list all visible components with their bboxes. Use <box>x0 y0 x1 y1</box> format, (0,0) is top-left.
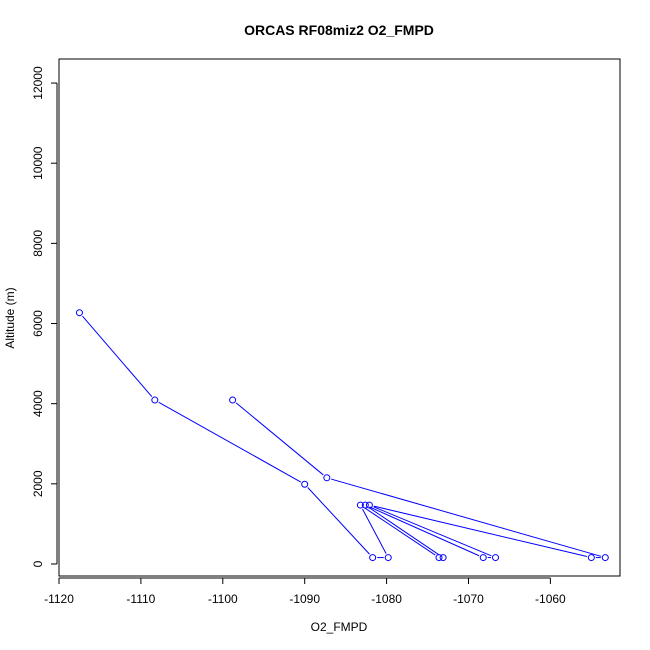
data-point <box>479 554 487 562</box>
data-point <box>587 554 595 562</box>
series-segment <box>158 401 302 483</box>
data-point <box>492 554 500 562</box>
data-point <box>151 396 159 404</box>
data-point <box>361 501 369 509</box>
data-point <box>229 396 237 404</box>
x-tick-label: -1110 <box>126 592 155 606</box>
x-axis-label: O2_FMPD <box>311 620 368 634</box>
series-segment <box>307 487 370 555</box>
series-segment <box>363 507 436 556</box>
y-tick-label: 12000 <box>31 66 45 100</box>
x-tick-label: -1060 <box>535 592 566 606</box>
y-tick-label: 6000 <box>31 310 45 337</box>
x-tick-label: -1080 <box>371 592 402 606</box>
data-point <box>365 501 373 509</box>
chart-title: ORCAS RF08miz2 O2_FMPD <box>244 22 434 38</box>
series-segment <box>368 507 440 556</box>
data-point <box>301 480 309 488</box>
x-axis: -1120 -1110 -1100 -1090 -1080 -1070 -1060 <box>44 577 566 606</box>
data-point <box>384 554 392 562</box>
data-point <box>75 309 83 317</box>
series-segment <box>330 478 602 557</box>
y-tick-label: 4000 <box>31 390 45 417</box>
x-tick-label: -1120 <box>44 592 74 606</box>
data-point <box>323 474 331 482</box>
y-tick-label: 8000 <box>31 230 45 257</box>
data-point <box>439 554 447 562</box>
series-segment <box>373 506 492 557</box>
series-segment <box>369 506 480 557</box>
y-tick-label: 0 <box>31 560 45 567</box>
y-tick-label: 10000 <box>31 146 45 180</box>
series-segment <box>82 315 153 397</box>
x-tick-label: -1090 <box>289 592 320 606</box>
x-tick-label: -1100 <box>208 592 238 606</box>
y-axis: 0 2000 4000 6000 8000 10000 12000 <box>31 66 58 567</box>
series-segment <box>373 505 588 558</box>
series-layer <box>75 309 609 562</box>
y-tick-label: 2000 <box>31 470 45 497</box>
plot-frame <box>58 58 621 577</box>
data-point <box>369 554 377 562</box>
y-axis-label: Altitude (m) <box>3 287 17 348</box>
data-point <box>435 554 443 562</box>
series-segment <box>362 508 387 554</box>
data-point <box>601 554 609 562</box>
x-tick-label: -1070 <box>453 592 484 606</box>
data-point <box>356 501 364 509</box>
series-segment <box>235 402 324 476</box>
